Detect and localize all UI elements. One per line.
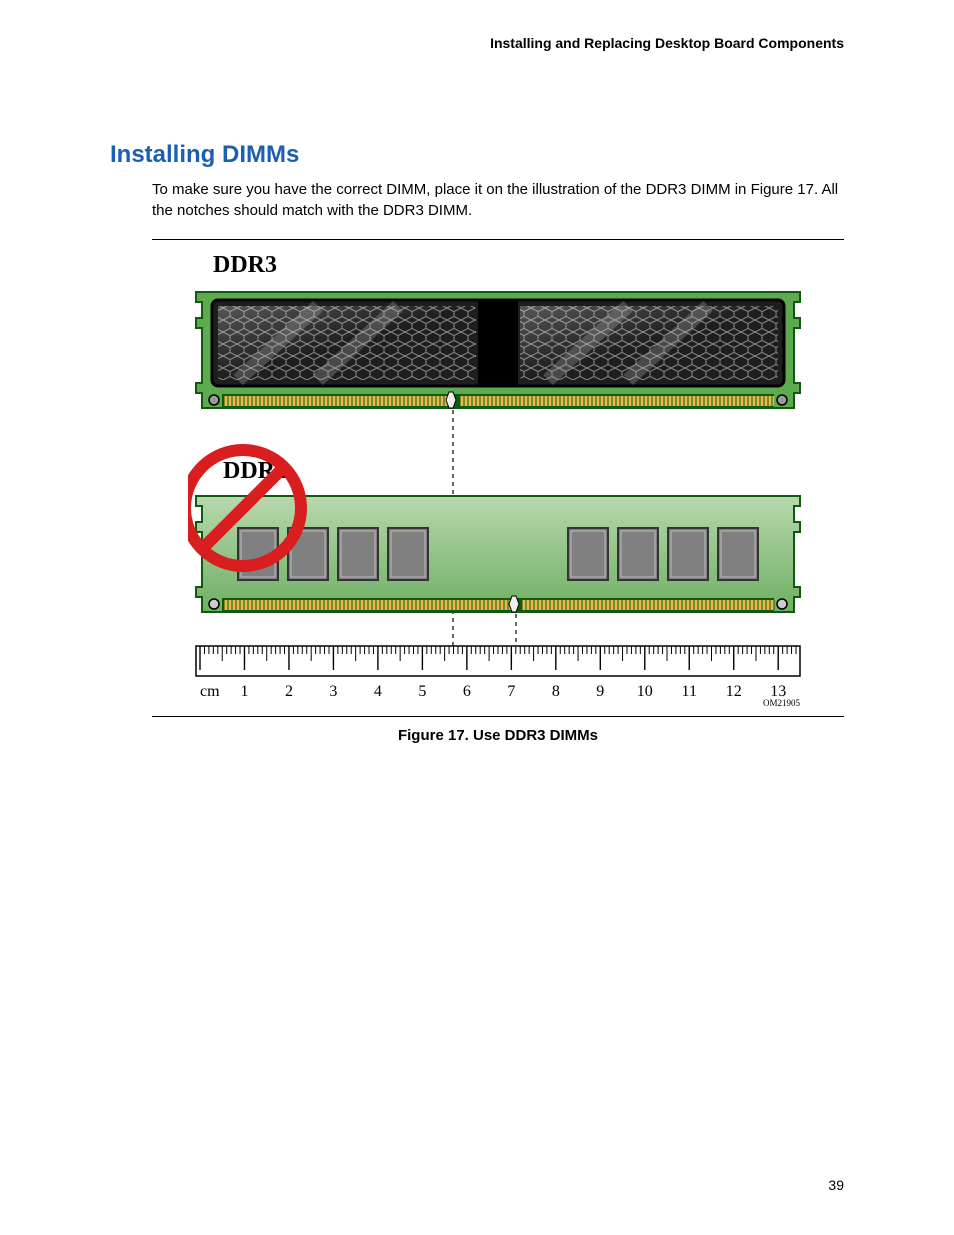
svg-text:11: 11 [682,683,697,700]
svg-text:3: 3 [329,683,337,700]
figure-block: DDR3 [152,239,844,717]
svg-text:6: 6 [463,683,471,700]
svg-text:10: 10 [637,683,653,700]
svg-text:7: 7 [507,683,515,700]
running-header: Installing and Replacing Desktop Board C… [110,35,844,51]
ddr3-label: DDR3 [213,252,277,278]
svg-text:8: 8 [552,683,560,700]
ruler-unit: cm [200,683,220,700]
page-number: 39 [828,1177,844,1193]
svg-text:12: 12 [726,683,742,700]
svg-text:4: 4 [374,683,382,700]
section-body: To make sure you have the correct DIMM, … [152,179,844,221]
figure-svg: DDR3 [188,248,808,708]
svg-text:1: 1 [240,683,248,700]
svg-text:5: 5 [418,683,426,700]
section-title: Installing DIMMs [110,141,844,169]
image-code: OM21905 [763,698,801,708]
ddr3-module [196,292,800,408]
svg-text:2: 2 [285,683,293,700]
figure-caption: Figure 17. Use DDR3 DIMMs [152,727,844,744]
svg-text:9: 9 [596,683,604,700]
ruler: cm 12345678910111213 [196,646,800,700]
